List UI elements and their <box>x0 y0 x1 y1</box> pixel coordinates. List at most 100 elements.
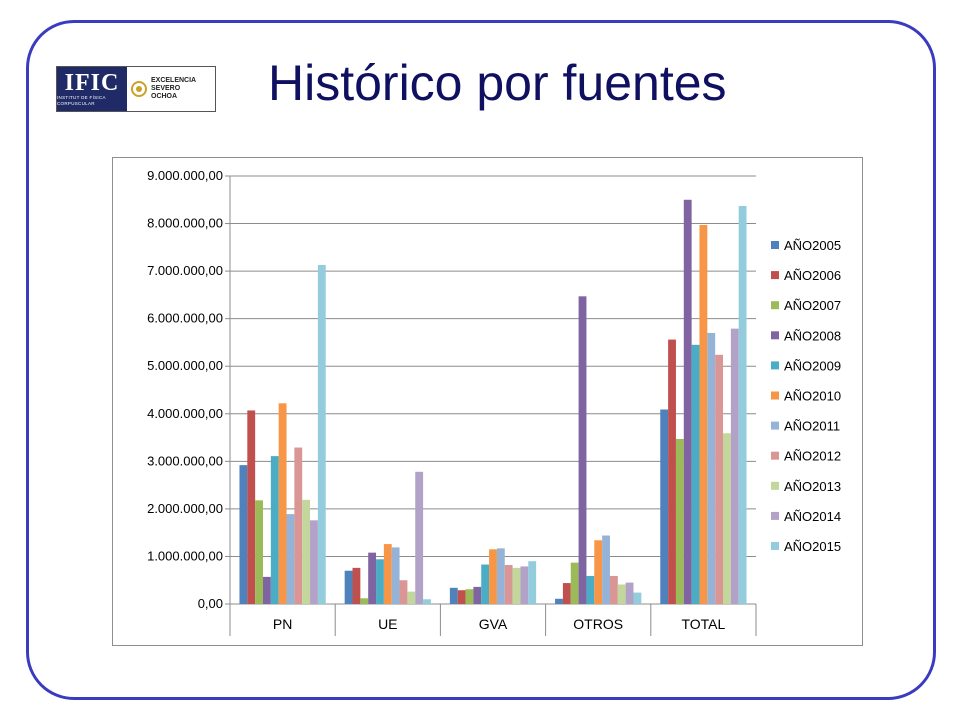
legend-swatch <box>771 271 779 280</box>
bar-año2010-ue <box>383 544 392 604</box>
legend-label: AÑO2012 <box>784 449 841 464</box>
legend-swatch <box>771 542 779 550</box>
bar-año2009-gva <box>481 564 490 604</box>
legend-label: AÑO2008 <box>784 328 841 343</box>
bar-año2011-pn <box>286 514 295 604</box>
y-tick-label: 8.000.000,00 <box>147 216 223 231</box>
excellence-text: EXCELENCIA SEVERO OCHOA <box>151 77 196 101</box>
bar-año2012-gva <box>504 565 513 604</box>
bar-año2010-otros <box>594 540 603 604</box>
legend-label: AÑO2009 <box>784 358 841 373</box>
bar-año2011-total <box>707 332 716 604</box>
bar-año2014-ue <box>415 471 424 604</box>
bar-año2009-ue <box>376 559 384 604</box>
x-category-label: PN <box>273 616 292 632</box>
key-seal-icon <box>131 81 147 97</box>
bar-año2008-total <box>683 199 692 604</box>
y-tick-label: 1.000.000,00 <box>147 548 223 563</box>
bar-año2007-gva <box>465 589 474 604</box>
y-tick-label: 5.000.000,00 <box>147 358 223 373</box>
chart-container: 0,00 1.000.000,00 2.000.000,00 3.000.000,00… <box>112 157 863 646</box>
bar-año2014-pn <box>310 520 318 604</box>
bar-año2010-gva <box>489 549 497 604</box>
bar-año2006-otros <box>562 583 571 604</box>
bar-año2008-otros <box>578 296 587 604</box>
slide-frame <box>26 20 936 700</box>
legend-swatch <box>771 361 779 370</box>
bar-año2011-ue <box>391 547 400 604</box>
y-tick-label: 2.000.000,00 <box>147 501 223 516</box>
legend-swatch <box>771 301 779 310</box>
bar-año2015-otros <box>633 592 642 604</box>
bar-año2012-pn <box>294 447 303 604</box>
bar-año2013-ue <box>407 591 416 604</box>
bar-año2015-total <box>738 205 747 604</box>
bar-año2007-otros <box>570 562 579 604</box>
legend-label: AÑO2011 <box>784 419 840 434</box>
bar-año2007-ue <box>360 598 369 604</box>
bar-año2015-ue <box>423 599 431 604</box>
bar-año2009-total <box>691 344 700 604</box>
y-tick-label: 7.000.000,00 <box>147 263 223 278</box>
excellence-line: OCHOA <box>151 93 178 100</box>
bar-año2010-total <box>699 224 708 604</box>
legend-label: AÑO2013 <box>784 479 841 494</box>
bar-año2006-gva <box>457 590 466 604</box>
bar-año2008-pn <box>262 576 271 604</box>
bar-año2010-pn <box>278 403 287 604</box>
bar-año2005-ue <box>344 570 353 604</box>
y-tick-label: 0,00 <box>198 596 223 611</box>
bar-año2014-otros <box>625 582 634 604</box>
legend-label: AÑO2006 <box>784 268 841 283</box>
bar-año2006-total <box>668 339 676 604</box>
logo-mark-text: IFIC <box>64 70 120 96</box>
legend-swatch <box>771 511 779 520</box>
bar-año2012-total <box>715 354 724 604</box>
bar-año2007-pn <box>255 500 263 604</box>
bar-año2014-gva <box>520 566 529 604</box>
legend-swatch <box>771 451 779 460</box>
excellence-line: EXCELENCIA <box>151 77 197 84</box>
slide-title: Histórico por fuentes <box>268 55 727 111</box>
severo-ochoa-badge: EXCELENCIA SEVERO OCHOA <box>127 67 215 111</box>
y-tick-label: 9.000.000,00 <box>147 168 223 183</box>
legend-swatch <box>771 331 779 340</box>
bar-año2015-pn <box>317 264 326 604</box>
bar-año2011-gva <box>496 548 505 604</box>
bar-año2009-otros <box>586 575 595 604</box>
ific-logo-mark: IFIC Institut de Física Corpuscular <box>57 67 127 111</box>
x-category-label: GVA <box>479 616 508 632</box>
bar-año2007-total <box>675 438 684 604</box>
bar-año2012-ue <box>399 580 408 604</box>
bar-año2006-pn <box>247 410 256 604</box>
bar-año2013-otros <box>617 584 626 604</box>
bar-año2008-ue <box>368 552 377 604</box>
legend-label: AÑO2015 <box>784 539 841 554</box>
y-tick-label: 3.000.000,00 <box>147 453 223 468</box>
y-tick-label: 4.000.000,00 <box>147 406 223 421</box>
bar-año2015-gva <box>528 561 537 604</box>
ific-logo: IFIC Institut de Física Corpuscular EXCE… <box>56 66 216 112</box>
x-category-label: UE <box>378 616 397 632</box>
bar-año2013-total <box>723 433 731 604</box>
bar-año2005-gva <box>449 587 458 604</box>
legend-label: AÑO2005 <box>784 238 841 253</box>
x-category-label: OTROS <box>573 616 623 632</box>
bar-chart: 0,00 1.000.000,00 2.000.000,00 3.000.000,00… <box>147 168 841 636</box>
logo-mark-subtext: Institut de Física Corpuscular <box>57 95 106 106</box>
bar-año2013-pn <box>302 499 311 604</box>
bar-año2005-otros <box>555 598 563 604</box>
bar-año2013-gva <box>512 567 521 604</box>
legend-swatch <box>771 421 779 430</box>
legend-swatch <box>771 481 779 490</box>
bar-año2009-pn <box>270 456 279 604</box>
x-category-label: TOTAL <box>681 616 725 632</box>
excellence-line: SEVERO <box>151 85 181 92</box>
bar-año2005-total <box>660 409 669 604</box>
bar-año2012-otros <box>609 575 618 604</box>
bar-año2014-total <box>730 328 739 604</box>
legend-swatch <box>771 241 779 249</box>
legend-swatch <box>771 391 779 400</box>
bar-año2008-gva <box>473 586 482 604</box>
bar-año2005-pn <box>239 465 248 604</box>
